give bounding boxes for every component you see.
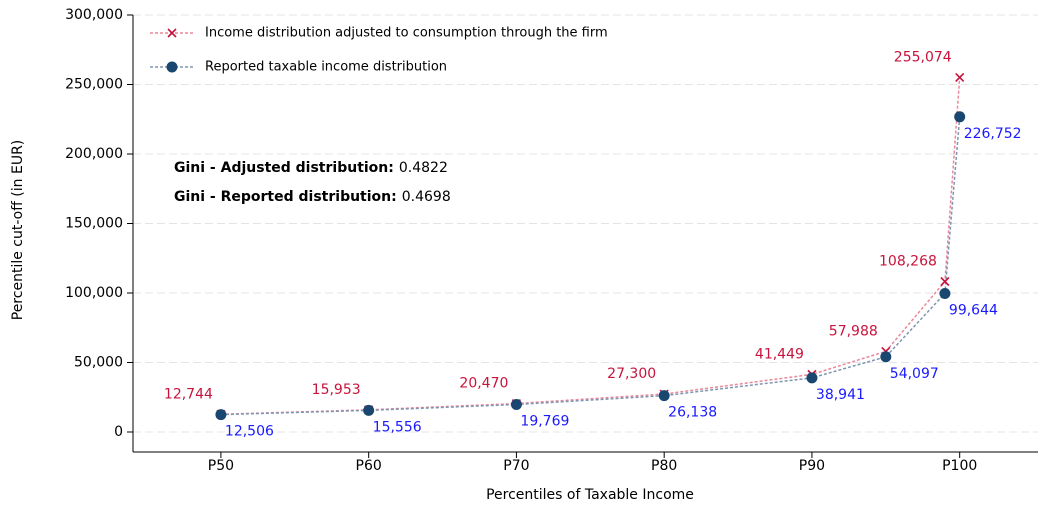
data-label: 19,769 <box>520 414 569 430</box>
data-label: 27,300 <box>607 366 656 382</box>
marker <box>880 351 892 363</box>
data-label: 99,644 <box>949 302 998 318</box>
legend-label: Income distribution adjusted to consumpt… <box>205 26 608 41</box>
data-label: 41,449 <box>755 346 804 362</box>
annotation: Gini - Adjusted distribution: 0.4822 <box>174 160 448 176</box>
x-tick-label: P60 <box>356 458 382 474</box>
y-tick-label: 200,000 <box>65 146 123 162</box>
y-tick-label: 300,000 <box>65 7 123 23</box>
data-label: 15,556 <box>373 419 422 435</box>
data-label: 54,097 <box>890 366 939 382</box>
data-label: 15,953 <box>312 382 361 398</box>
legend-label: Reported taxable income distribution <box>205 60 447 75</box>
x-tick-label: P100 <box>942 458 977 474</box>
y-tick-label: 100,000 <box>65 285 123 301</box>
annotation-value: 0.4698 <box>402 189 451 205</box>
x-tick-label: P80 <box>651 458 677 474</box>
data-label: 57,988 <box>829 323 878 339</box>
annotation: Gini - Reported distribution: 0.4698 <box>174 189 451 205</box>
x-tick-label: P70 <box>503 458 529 474</box>
y-tick-label: 50,000 <box>74 354 123 370</box>
data-label: 12,744 <box>164 386 213 402</box>
x-axis-label: Percentiles of Taxable Income <box>486 487 694 503</box>
marker <box>939 287 951 299</box>
marker <box>940 276 950 287</box>
data-label: 108,268 <box>879 253 937 269</box>
y-axis-label: Percentile cut-off (in EUR) <box>10 140 26 321</box>
marker <box>954 111 966 123</box>
x-tick-label: P50 <box>208 458 234 474</box>
marker <box>658 390 670 402</box>
marker <box>215 409 227 421</box>
annotation-value: 0.4822 <box>399 160 448 176</box>
series-line <box>220 116 961 416</box>
x-tick-label: P90 <box>799 458 825 474</box>
legend-marker <box>167 28 177 38</box>
marker <box>806 372 818 384</box>
data-label: 255,074 <box>894 49 952 65</box>
data-label: 12,506 <box>225 424 274 440</box>
data-label: 20,470 <box>459 376 508 392</box>
data-label: 38,941 <box>816 387 865 403</box>
annotation-label: Gini - Adjusted distribution: <box>174 160 394 176</box>
legend-marker <box>166 61 178 73</box>
y-tick-label: 250,000 <box>65 76 123 92</box>
data-label: 226,752 <box>964 126 1022 142</box>
marker <box>955 72 965 83</box>
marker <box>363 404 375 416</box>
marker <box>510 399 522 411</box>
y-tick-label: 150,000 <box>65 215 123 231</box>
annotation-label: Gini - Reported distribution: <box>174 189 397 205</box>
series-line <box>220 77 961 416</box>
y-tick-label: 0 <box>114 424 123 440</box>
data-label: 26,138 <box>668 405 717 421</box>
